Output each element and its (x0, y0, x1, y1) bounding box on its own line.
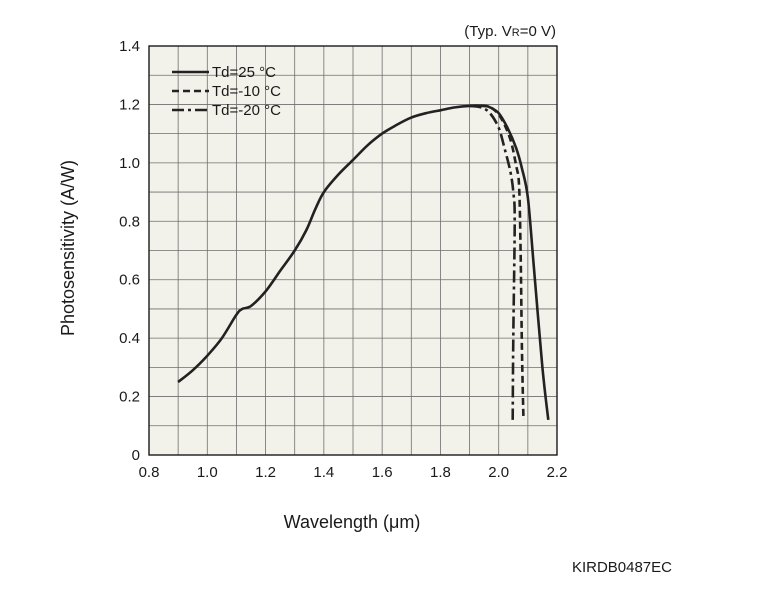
y-tick-label: 0.2 (119, 389, 140, 406)
series-line-1 (177, 104, 550, 421)
x-tick-label: 1.6 (372, 464, 393, 481)
y-tick-label: 1.2 (119, 96, 140, 113)
condition-note: (Typ. VR=0 V) (464, 23, 556, 40)
condition-note-prefix: (Typ. V (464, 23, 512, 40)
condition-note-suffix: =0 V) (520, 23, 556, 40)
y-tick-label: 1.4 (119, 38, 140, 55)
y-tick-label: 0 (132, 447, 140, 464)
condition-note-subscript: R (512, 27, 520, 39)
y-tick-label: 1.0 (119, 155, 140, 172)
curves (177, 104, 550, 421)
series-line-3 (469, 104, 516, 420)
legend: Td=25 °C Td=-10 °C Td=-20 °C (172, 64, 281, 119)
x-tick-label: 1.8 (430, 464, 451, 481)
figure-code: KIRDB0487EC (572, 559, 672, 576)
legend-label-1: Td=25 °C (212, 64, 276, 81)
x-tick-label: 1.4 (313, 464, 334, 481)
grid-lines (149, 46, 557, 455)
x-tick-label: 1.0 (197, 464, 218, 481)
x-tick-labels: 0.8 1.0 1.2 1.4 1.6 1.8 2.0 2.2 (139, 464, 568, 481)
x-axis-title: Wavelength (μm) (284, 512, 421, 532)
y-tick-label: 0.4 (119, 330, 140, 347)
y-tick-labels: 0 0.2 0.4 0.6 0.8 1.0 1.2 1.4 (119, 38, 140, 464)
x-tick-label: 0.8 (139, 464, 160, 481)
x-tick-label: 2.2 (547, 464, 568, 481)
y-axis-title: Photosensitivity (A/W) (58, 160, 78, 336)
x-tick-label: 2.0 (488, 464, 509, 481)
legend-label-3: Td=-20 °C (212, 102, 281, 119)
x-tick-label: 1.2 (255, 464, 276, 481)
series-line-2 (469, 104, 525, 420)
y-tick-label: 0.6 (119, 272, 140, 289)
legend-label-2: Td=-10 °C (212, 83, 281, 100)
plot-frame (148, 45, 558, 456)
y-tick-label: 0.8 (119, 213, 140, 230)
